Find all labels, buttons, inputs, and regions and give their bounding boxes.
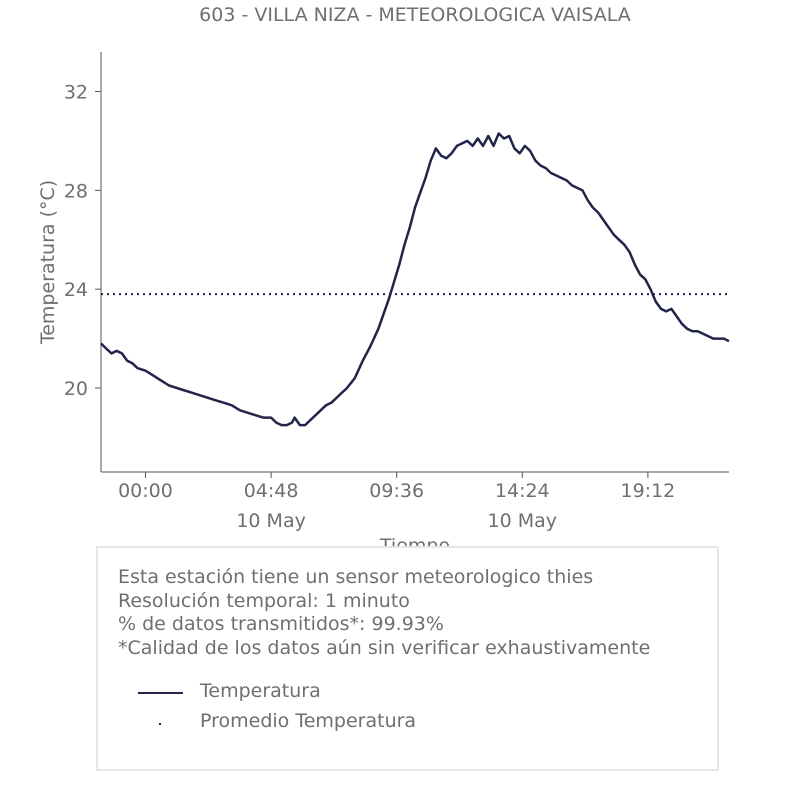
y-ticks: 20 24 28 32 xyxy=(64,82,101,400)
chart-title: 603 - VILLA NIZA - METEOROLOGICA VAISALA xyxy=(199,4,631,26)
legend-label: Promedio Temperatura xyxy=(200,710,417,732)
x-tick-sublabel: 10 May xyxy=(488,510,558,532)
x-tick-label: 09:36 xyxy=(369,480,424,502)
legend-swatch-dot xyxy=(159,723,161,725)
x-ticks: 00:00 04:48 10 May 09:36 14:24 10 May 19:12 xyxy=(118,472,675,532)
y-axis-label: Temperatura (°C) xyxy=(37,180,59,345)
info-line-sensor: Esta estación tiene un sensor meteorolog… xyxy=(118,566,594,588)
series-layer xyxy=(100,132,730,427)
info-line-quality: *Calidad de los datos aún sin verificar … xyxy=(118,636,651,659)
y-tick-label: 28 xyxy=(64,180,88,202)
y-tick-label: 32 xyxy=(64,82,88,104)
temperature-series-line xyxy=(100,132,730,427)
x-tick-label: 00:00 xyxy=(118,480,173,502)
y-tick-label: 20 xyxy=(64,378,88,400)
x-tick-label: 04:48 xyxy=(244,480,299,502)
y-tick-label: 24 xyxy=(64,279,88,301)
legend-swatch-solid-line xyxy=(138,692,183,694)
x-tick-label: 19:12 xyxy=(621,480,676,502)
info-box: Esta estación tiene un sensor meteorolog… xyxy=(96,546,719,771)
info-line-transmitted: % de datos transmitidos*: 99.93% xyxy=(118,613,444,635)
x-tick-label: 14:24 xyxy=(495,480,550,502)
info-line-resolution: Resolución temporal: 1 minuto xyxy=(118,589,410,612)
info-lines: Esta estación tiene un sensor meteorolog… xyxy=(118,566,650,660)
x-tick-sublabel: 10 May xyxy=(236,510,306,532)
legend-label: Temperatura xyxy=(200,680,321,702)
